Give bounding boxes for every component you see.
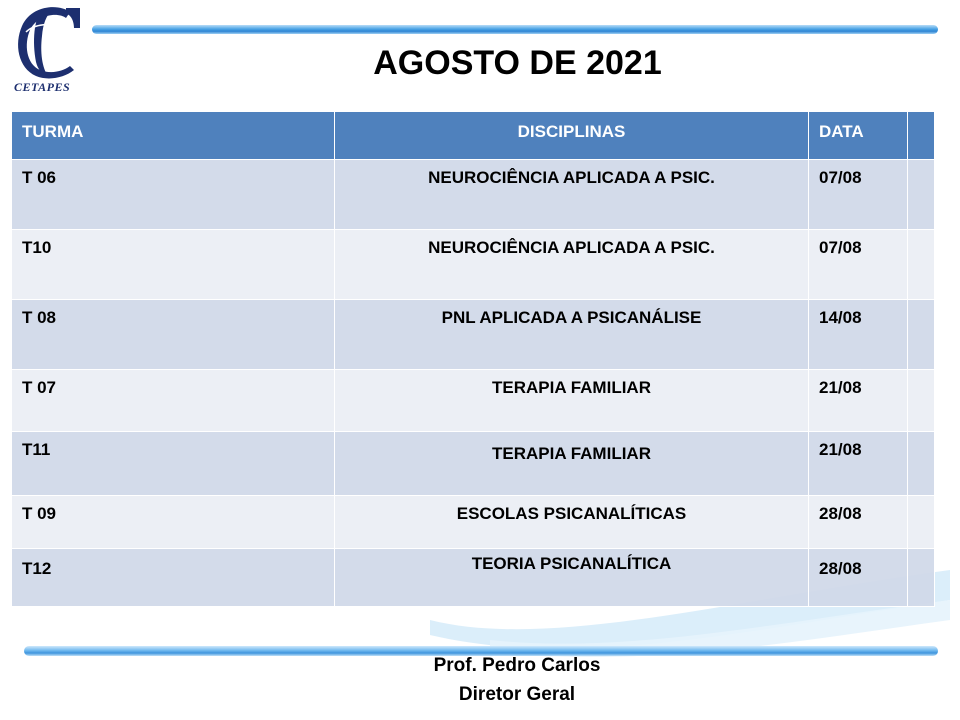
cell-data: 28/08 xyxy=(808,495,908,549)
cell-disciplina: TEORIA PSICANALÍTICA xyxy=(334,548,809,607)
cell-data: 07/08 xyxy=(808,229,908,300)
bottom-divider-bar xyxy=(24,646,938,656)
page-title: AGOSTO DE 2021 xyxy=(373,44,662,82)
cell-data: 14/08 xyxy=(808,299,908,370)
table-row: T 06 NEUROCIÊNCIA APLICADA A PSIC. 07/08 xyxy=(11,159,935,230)
cell-data: 21/08 xyxy=(808,369,908,432)
cell-turma: T12 xyxy=(11,548,335,607)
logo-text: CETAPES xyxy=(14,80,71,94)
header-data: DATA xyxy=(808,111,908,160)
cell-turma: T 06 xyxy=(11,159,335,230)
schedule-table: TURMA DISCIPLINAS DATA T 06 NEUROCIÊNCIA… xyxy=(11,111,935,607)
table-row: T 08 PNL APLICADA A PSICANÁLISE 14/08 xyxy=(11,299,935,370)
cell-extra xyxy=(907,431,935,496)
cell-disciplina: NEUROCIÊNCIA APLICADA A PSIC. xyxy=(334,159,809,230)
cell-disciplina: PNL APLICADA A PSICANÁLISE xyxy=(334,299,809,370)
cell-data: 07/08 xyxy=(808,159,908,230)
cetapes-logo-icon xyxy=(18,7,80,79)
signature-role: Diretor Geral xyxy=(458,684,576,705)
table-row: T 09 ESCOLAS PSICANALÍTICAS 28/08 xyxy=(11,495,935,549)
cell-extra xyxy=(907,299,935,370)
table-header-row: TURMA DISCIPLINAS DATA xyxy=(11,111,935,160)
header-turma: TURMA xyxy=(11,111,335,160)
cell-extra xyxy=(907,229,935,300)
cell-extra xyxy=(907,369,935,432)
cell-turma: T11 xyxy=(11,431,335,496)
table-row: T12 TEORIA PSICANALÍTICA 28/08 xyxy=(11,548,935,607)
cell-data: 21/08 xyxy=(808,431,908,496)
decorative-swoosh xyxy=(430,570,950,657)
table-row: T11 TERAPIA FAMILIAR 21/08 xyxy=(11,431,935,496)
cell-disciplina: NEUROCIÊNCIA APLICADA A PSIC. xyxy=(334,229,809,300)
cell-disciplina: TERAPIA FAMILIAR xyxy=(334,369,809,432)
header-disciplinas: DISCIPLINAS xyxy=(334,111,809,160)
top-divider-bar xyxy=(92,25,938,34)
cell-extra xyxy=(907,548,935,607)
cell-turma: T10 xyxy=(11,229,335,300)
signature-name: Prof. Pedro Carlos xyxy=(433,655,601,676)
cell-disciplina: TERAPIA FAMILIAR xyxy=(334,431,809,496)
header-extra xyxy=(907,111,935,160)
cell-extra xyxy=(907,495,935,549)
cell-extra xyxy=(907,159,935,230)
table-row: T 07 TERAPIA FAMILIAR 21/08 xyxy=(11,369,935,432)
cell-turma: T 07 xyxy=(11,369,335,432)
cell-disciplina: ESCOLAS PSICANALÍTICAS xyxy=(334,495,809,549)
cell-turma: T 08 xyxy=(11,299,335,370)
table-row: T10 NEUROCIÊNCIA APLICADA A PSIC. 07/08 xyxy=(11,229,935,300)
cell-turma: T 09 xyxy=(11,495,335,549)
cell-data: 28/08 xyxy=(808,548,908,607)
